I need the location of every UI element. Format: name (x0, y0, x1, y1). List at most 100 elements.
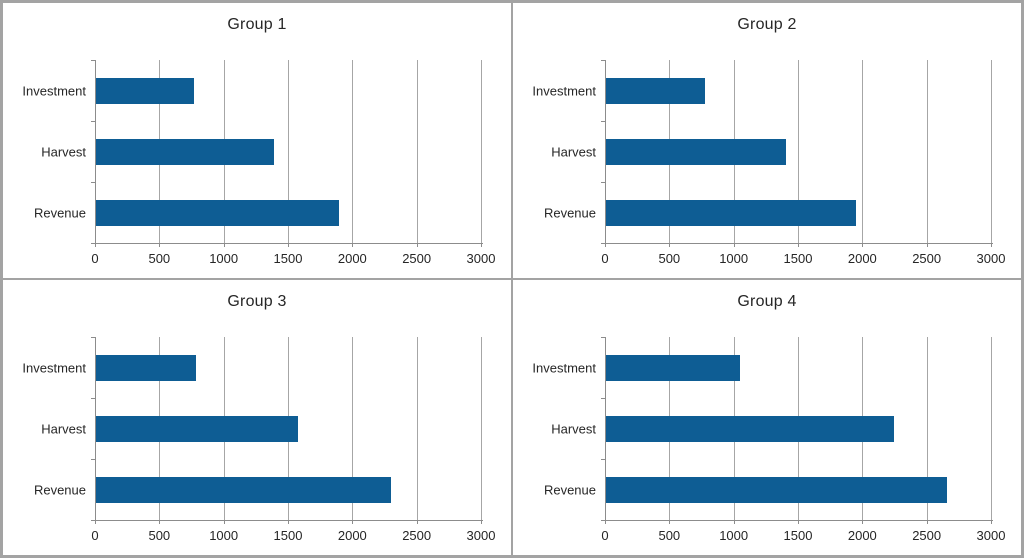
x-tick (605, 243, 606, 247)
x-axis-line (95, 243, 483, 244)
x-tick (95, 243, 96, 247)
x-tick (991, 243, 992, 247)
bar-investment (96, 354, 197, 381)
chart-group-4: Group 4 0 500 1000 1500 2000 2500 3000 Investme… (512, 279, 1022, 556)
gridline (416, 60, 418, 243)
bar-revenue (96, 476, 391, 503)
x-tick (798, 520, 799, 524)
category-label: Harvest (41, 144, 86, 159)
bar-revenue (606, 476, 947, 503)
chart-title: Group 1 (227, 16, 287, 33)
plot-area: 0 500 1000 1500 2000 2500 3000 Investment Harves… (22, 60, 495, 266)
y-tick (91, 459, 95, 460)
x-tick (288, 243, 289, 247)
gridline (991, 337, 992, 520)
bar-investment (606, 354, 740, 381)
category-label: Revenue (33, 205, 86, 220)
x-tick (862, 520, 864, 524)
x-tick (352, 243, 354, 247)
y-tick (601, 60, 605, 61)
x-tick-label: 3000 (976, 528, 1006, 543)
x-tick (862, 243, 864, 247)
category-label: Investment (22, 360, 86, 375)
bar-revenue (96, 199, 340, 226)
bar-harvest (96, 415, 298, 442)
y-tick (601, 398, 605, 399)
x-tick-label: 3000 (466, 251, 496, 266)
x-tick (733, 243, 735, 247)
x-axis-line (605, 520, 993, 521)
gridline (481, 60, 482, 243)
x-tick-label: 3000 (466, 528, 496, 543)
plot-area: 0 500 1000 1500 2000 2500 3000 Investment Harves… (532, 60, 1005, 266)
gridline (481, 337, 482, 520)
x-tick (991, 520, 992, 524)
x-tick (669, 243, 671, 247)
x-tick-label: 2500 (912, 251, 942, 266)
chart-group-3: Group 3 0 500 1000 1500 2000 2500 3000 Investme… (2, 279, 512, 556)
gridline (352, 337, 354, 520)
plot-area: 0 500 1000 1500 2000 2500 3000 Investment Harves… (22, 337, 495, 543)
bar-harvest (606, 415, 895, 442)
category-label: Harvest (551, 144, 596, 159)
x-tick-label: 500 (658, 528, 681, 543)
y-tick (601, 243, 605, 244)
x-tick-label: 1500 (783, 528, 813, 543)
x-tick-label: 2500 (912, 528, 942, 543)
x-tick-label: 0 (601, 528, 609, 543)
x-tick (669, 520, 671, 524)
bar-harvest (96, 138, 274, 165)
x-tick (288, 520, 289, 524)
x-tick (926, 243, 928, 247)
gridline (416, 337, 418, 520)
y-axis-line (95, 337, 96, 520)
y-axis-line (605, 337, 606, 520)
x-tick (481, 520, 482, 524)
chart-group-1: Group 1 0 500 1000 1500 2000 2500 3000 Investme… (2, 2, 512, 279)
category-label: Investment (22, 83, 86, 98)
gridline (991, 60, 992, 243)
x-tick-label: 2000 (337, 251, 367, 266)
x-axis-line (605, 243, 993, 244)
x-axis-line (95, 520, 483, 521)
y-tick (601, 459, 605, 460)
gridline (862, 60, 864, 243)
gridline (926, 60, 928, 243)
y-tick (91, 60, 95, 61)
x-tick (159, 243, 161, 247)
chart-title: Group 4 (737, 293, 797, 310)
x-tick-label: 1500 (273, 251, 303, 266)
gridline (352, 60, 354, 243)
y-tick (91, 182, 95, 183)
x-tick-label: 1500 (783, 251, 813, 266)
x-tick (416, 243, 418, 247)
x-tick-label: 1000 (209, 528, 239, 543)
x-tick-label: 500 (148, 251, 171, 266)
y-tick (601, 121, 605, 122)
gridline (288, 60, 289, 243)
category-label: Investment (532, 83, 596, 98)
y-tick (601, 182, 605, 183)
x-tick-label: 2000 (847, 251, 877, 266)
chart-title: Group 2 (737, 16, 797, 33)
x-tick (352, 520, 354, 524)
y-axis-line (605, 60, 606, 243)
y-tick (91, 243, 95, 244)
x-tick (481, 243, 482, 247)
x-tick-label: 1000 (209, 251, 239, 266)
gridline (926, 337, 928, 520)
y-axis-line (95, 60, 96, 243)
x-tick (223, 520, 225, 524)
y-tick (91, 337, 95, 338)
x-tick-label: 1000 (719, 251, 749, 266)
category-label: Revenue (33, 482, 86, 497)
category-label: Harvest (551, 421, 596, 436)
x-tick (605, 520, 606, 524)
y-tick (91, 121, 95, 122)
x-tick-label: 2000 (337, 528, 367, 543)
category-label: Revenue (543, 205, 596, 220)
y-tick (91, 520, 95, 521)
y-tick (91, 398, 95, 399)
x-tick-label: 3000 (976, 251, 1006, 266)
